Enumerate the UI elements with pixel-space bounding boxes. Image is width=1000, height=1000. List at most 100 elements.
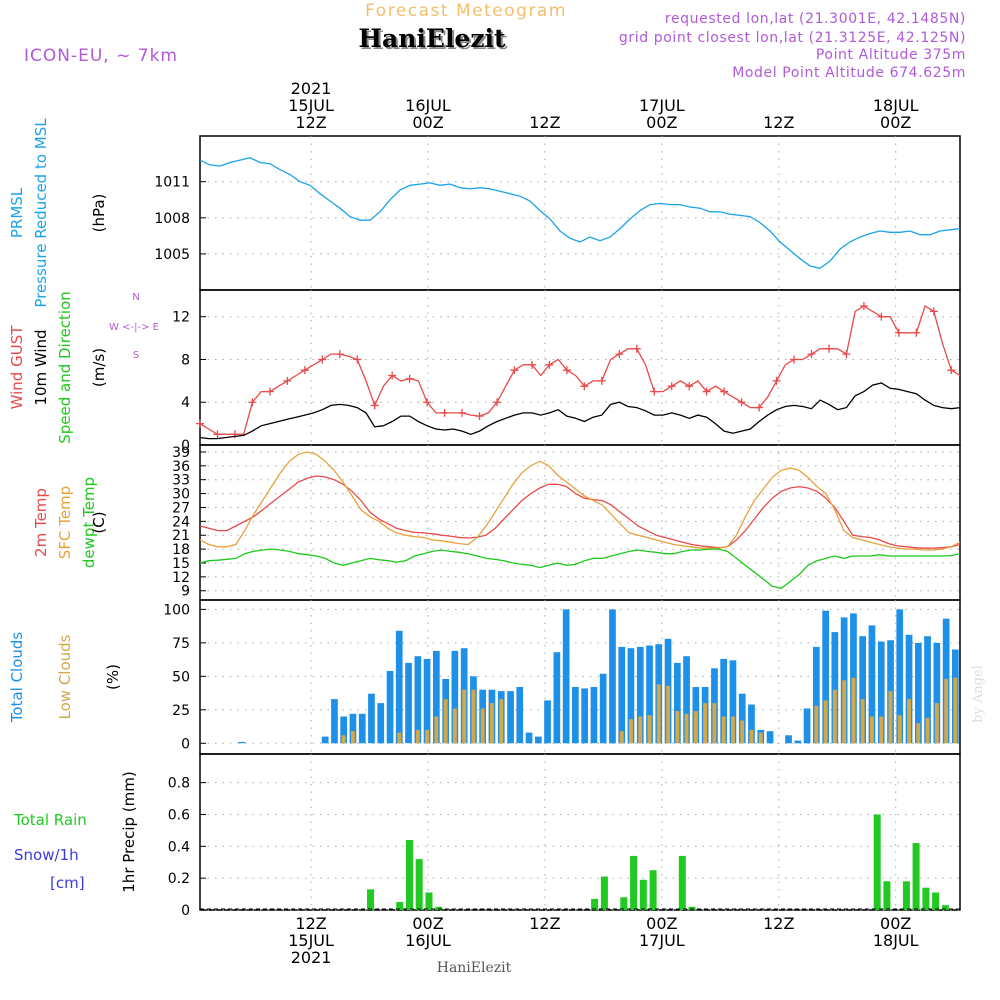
- bar-total-clouds: [859, 636, 866, 744]
- gust-marker: [196, 419, 204, 428]
- bar-total-clouds: [423, 658, 431, 744]
- bar-total-clouds: [599, 673, 607, 744]
- bar-total-clouds: [516, 687, 524, 744]
- bar-total-clouds: [562, 609, 570, 744]
- bar-total-clouds: [627, 648, 635, 744]
- bar-low-clouds: [953, 677, 958, 744]
- bar-total-clouds: [831, 632, 839, 744]
- snow-unit-legend: [cm]: [50, 874, 85, 892]
- bar-low-clouds: [851, 677, 856, 744]
- bar-total-clouds: [451, 650, 459, 744]
- bar-total-clouds: [238, 741, 246, 744]
- bar-total-rain: [367, 889, 374, 910]
- gust-marker: [475, 412, 484, 421]
- bar-total-rain: [425, 892, 433, 910]
- station-name: HaniElezit: [360, 26, 508, 55]
- gust-marker: [213, 430, 222, 439]
- bar-total-clouds: [405, 662, 412, 744]
- y-tick-label-wind: 4: [181, 395, 190, 411]
- bar-total-rain: [688, 906, 696, 910]
- gust-marker: [947, 366, 956, 375]
- y-tick-label-pressure: 1008: [154, 211, 190, 227]
- bar-low-clouds: [480, 708, 485, 744]
- gust-marker: [353, 355, 362, 364]
- gust-marker: [685, 382, 694, 391]
- bar-total-clouds: [507, 691, 514, 744]
- gust-marker: [527, 360, 536, 369]
- y-tick-label-precip: 0: [181, 903, 190, 919]
- bar-total-clouds: [785, 735, 792, 744]
- y-tick-label-temperature: 21: [172, 528, 190, 544]
- gust-marker: [370, 401, 379, 410]
- bar-total-clouds: [340, 716, 347, 744]
- bar-total-clouds: [738, 693, 746, 744]
- bar-low-clouds: [351, 731, 355, 744]
- bar-total-clouds: [674, 662, 681, 744]
- gust-marker: [545, 360, 554, 369]
- bar-total-clouds: [748, 704, 755, 744]
- bar-low-clouds: [916, 723, 921, 744]
- gust-marker: [510, 366, 519, 375]
- bar-total-rain: [883, 881, 891, 910]
- bar-total-clouds: [535, 736, 542, 744]
- bar-low-clouds: [860, 699, 865, 744]
- bar-low-clouds: [832, 689, 837, 744]
- y-tick-label-pressure: 1005: [154, 247, 190, 263]
- gust-marker: [318, 355, 327, 364]
- model-altitude: Model Point Altitude 674.625m: [732, 65, 966, 81]
- axis-title-temperature-2: dewpt Temp: [80, 477, 98, 568]
- gust-marker: [929, 307, 938, 316]
- bar-low-clouds: [462, 689, 467, 744]
- bar-total-rain: [600, 876, 608, 910]
- bar-low-clouds: [888, 691, 893, 744]
- bar-total-clouds: [525, 732, 533, 744]
- bar-low-clouds: [731, 716, 735, 744]
- bar-low-clouds: [656, 684, 661, 744]
- top-time-label: 15JUL: [288, 96, 334, 115]
- bar-low-clouds: [434, 716, 439, 744]
- axis-title-wind-2: Speed and Direction: [56, 291, 74, 444]
- bar-low-clouds: [758, 732, 763, 744]
- bar-total-clouds: [933, 642, 941, 744]
- bar-total-rain: [678, 855, 686, 910]
- bar-total-rain: [406, 840, 413, 910]
- bottom-time-label: 00Z: [412, 914, 443, 933]
- bar-total-clouds: [368, 693, 375, 744]
- y-tick-label-wind: 8: [181, 352, 190, 368]
- compass-s: S: [133, 350, 139, 361]
- bar-total-clouds: [395, 630, 403, 744]
- bar-total-clouds: [683, 656, 690, 744]
- model-label: ICON-EU, ~ 7km: [24, 46, 178, 66]
- gust-marker: [720, 387, 729, 396]
- closest-coords: grid point closest lon,lat (21.3125E, 42…: [619, 30, 966, 46]
- unit-label-precip: 1hr Precip (mm): [120, 771, 138, 892]
- bar-low-clouds: [675, 711, 680, 744]
- axis-title-pressure-1: Pressure Reduced to MSL: [32, 118, 50, 308]
- y-tick-label-temperature: 15: [172, 556, 190, 572]
- bar-total-clouds: [813, 646, 820, 744]
- gust-marker: [248, 398, 257, 407]
- bar-low-clouds: [814, 705, 819, 744]
- bar-low-clouds: [842, 680, 847, 744]
- bottom-time-label: 18JUL: [873, 931, 919, 950]
- y-tick-label-temperature: 36: [172, 459, 190, 475]
- bar-total-clouds: [646, 645, 653, 744]
- rain-legend: Total Rain: [13, 811, 87, 829]
- bar-low-clouds: [425, 729, 429, 744]
- bar-low-clouds: [490, 703, 494, 744]
- unit-label-pressure: (hPa): [90, 194, 108, 233]
- bottom-time-label: 2021: [291, 948, 332, 967]
- bar-total-clouds: [581, 688, 588, 744]
- gust-marker: [283, 376, 292, 385]
- y-tick-label-pressure: 1011: [154, 175, 190, 191]
- gust-marker: [265, 387, 274, 396]
- bar-total-clouds: [572, 687, 579, 744]
- bar-total-clouds: [414, 656, 422, 744]
- gust-marker: [388, 371, 397, 380]
- bar-low-clouds: [897, 715, 902, 744]
- gust-marker: [615, 350, 624, 359]
- series-line-wind-gust: [199, 305, 961, 435]
- y-tick-label-temperature: 39: [172, 445, 190, 461]
- bar-low-clouds: [721, 716, 726, 744]
- y-tick-label-clouds: 75: [172, 636, 190, 652]
